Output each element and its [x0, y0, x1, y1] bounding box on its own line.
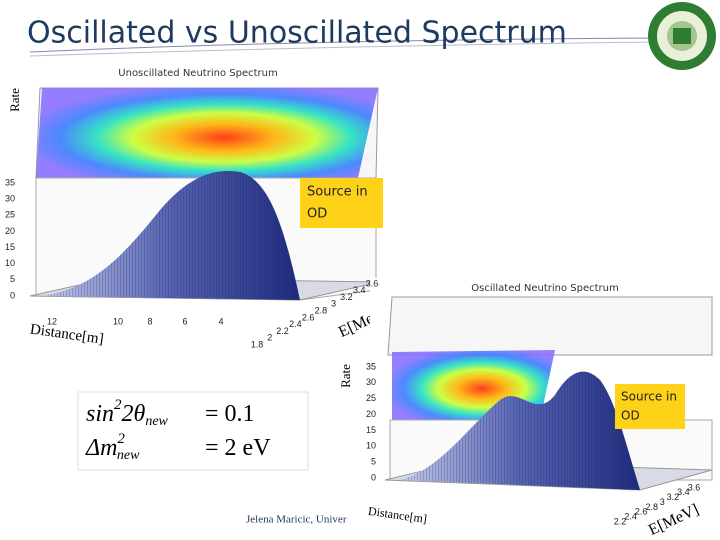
tick-label: 4 — [218, 316, 223, 326]
tick-label: 20 — [5, 226, 15, 236]
note-box — [615, 384, 685, 429]
tick-label: 15 — [5, 242, 15, 252]
surface-mesh — [40, 170, 300, 300]
tick-label: 3.6 — [366, 278, 379, 288]
plot-title: Unoscillated Neutrino Spectrum — [118, 68, 277, 79]
tick-label: 15 — [366, 425, 376, 435]
tick-label: 2.2 — [276, 326, 289, 336]
tick-label: 8 — [147, 316, 152, 326]
formula-argument: 2θ — [122, 401, 146, 427]
note: OD — [621, 409, 640, 423]
tick-label: 5 — [10, 274, 15, 284]
plot-oscillated: Source in OD Oscillated Neutrino Spectru… — [338, 278, 713, 540]
formula-box — [77, 391, 309, 471]
surface-mesh — [400, 371, 640, 490]
tick-label: 35 — [5, 177, 15, 187]
tick-label: 2.4 — [289, 319, 302, 329]
note-box — [300, 178, 383, 228]
note: OD — [307, 207, 327, 222]
header-swoosh — [29, 37, 661, 53]
formula-subscript: new — [117, 448, 140, 463]
plot-title: Oscillated Neutrino Spectrum — [471, 283, 619, 294]
tick-label: 1.8 — [251, 339, 264, 349]
formula-value: = 0.1 — [205, 401, 255, 427]
note: Source in — [307, 185, 368, 200]
plot-frame — [387, 296, 713, 356]
tick-label: 2 — [267, 333, 272, 343]
tick-label: 25 — [5, 210, 15, 220]
tick-label: 10 — [113, 316, 123, 326]
tick-label: 2.6 — [635, 507, 648, 517]
tick-label: 10 — [366, 441, 376, 451]
tick-label: 2.8 — [645, 502, 658, 512]
tick-label: 2.4 — [624, 512, 637, 522]
university-seal — [648, 2, 716, 70]
formula-function: sin — [86, 401, 114, 427]
tick-label: 30 — [5, 194, 15, 204]
tick-label: 6 — [182, 316, 187, 326]
plot-unoscillated: Source in OD Unoscillated Neutrino Spect… — [7, 68, 392, 348]
tick-label: 25 — [366, 393, 376, 403]
formula-line: Δm2 new = 2 eV — [85, 431, 271, 463]
tick-label: 20 — [366, 409, 376, 419]
distance-label: Distance[m] — [29, 322, 105, 348]
formula-superscript: 2 — [117, 431, 125, 447]
tick-label: 12 — [47, 316, 57, 326]
tick-label: 3 — [660, 497, 665, 507]
tick-label: 10 — [5, 258, 15, 268]
tick-label: 2.8 — [315, 305, 328, 315]
note: Source in — [621, 390, 677, 404]
formula-superscript: 2 — [114, 397, 122, 413]
slide-title: Oscillated vs Unoscillated Spectrum — [27, 16, 567, 51]
formula-line: sin22θnew = 0.1 — [86, 397, 255, 429]
tick-label: 5 — [371, 457, 376, 467]
tick-label: 30 — [366, 377, 376, 387]
tick-label: 3.6 — [688, 482, 701, 492]
tick-label: 3.4 — [677, 487, 690, 497]
tick-label: 3.2 — [667, 492, 680, 502]
heatmap-plane — [36, 88, 378, 178]
tick-label: 0 — [371, 472, 376, 482]
tick-label: 3.2 — [340, 292, 353, 302]
tick-label: 35 — [366, 361, 376, 371]
formula-subscript: new — [145, 414, 168, 429]
tick-label: 2.6 — [302, 312, 315, 322]
formula-function: Δm — [85, 435, 117, 461]
tick-label: 3 — [331, 299, 336, 309]
y-axis-label: Rate — [338, 364, 353, 388]
footer: Jelena Maricic, Univer — [246, 514, 347, 526]
tick-label: 0 — [10, 290, 15, 300]
y-axis-label: Rate — [7, 88, 22, 112]
tick-label: 3.4 — [353, 285, 366, 295]
header-swoosh — [29, 41, 661, 57]
tick-label: 2.2 — [614, 516, 627, 526]
formula-value: = 2 eV — [205, 435, 271, 461]
